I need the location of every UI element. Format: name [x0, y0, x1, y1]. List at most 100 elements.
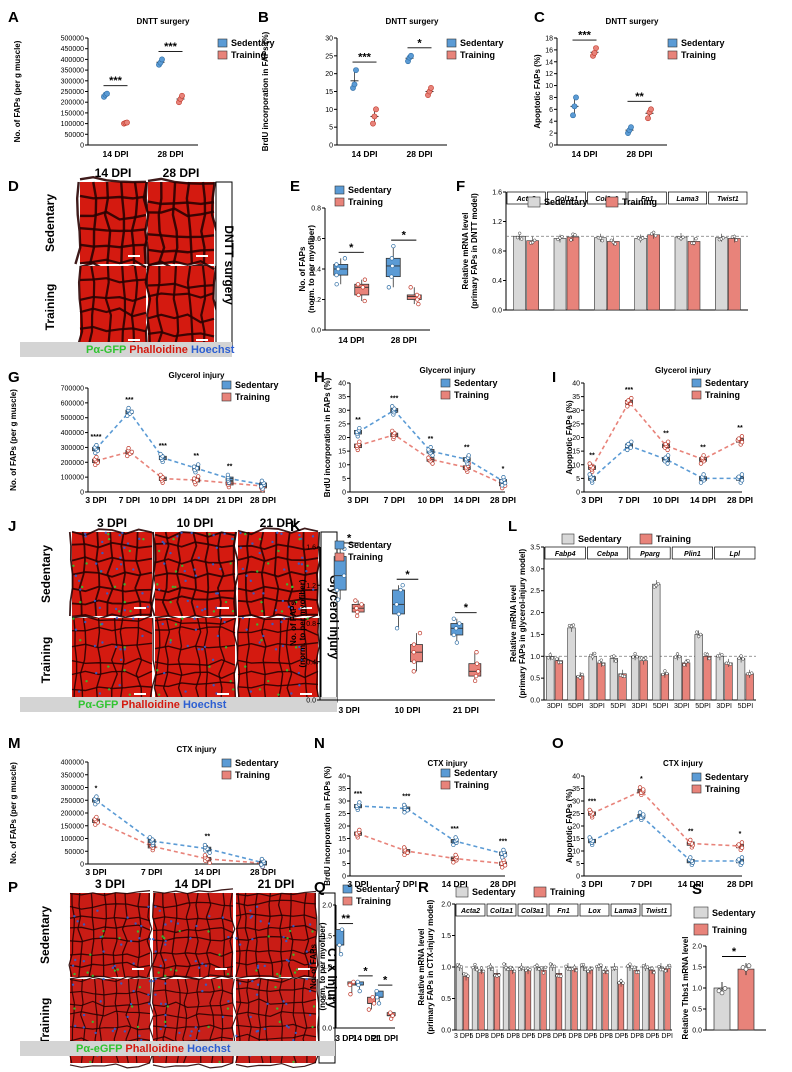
micro-tile-D — [74, 175, 151, 272]
R-point — [552, 964, 557, 968]
L-point — [555, 657, 559, 661]
H-ytick-label: 30 — [338, 408, 346, 415]
micro-tile-P-nucleus — [194, 1026, 197, 1029]
micro-tile-J-nucleus — [262, 592, 265, 595]
micro-tile-P-border — [152, 962, 234, 970]
O-ytick-label: 0 — [576, 874, 580, 881]
micro-tile-J-nucleus — [216, 634, 220, 638]
K-trn-box — [410, 644, 423, 663]
micro-tile-J-nucleus — [297, 671, 301, 675]
R-point — [464, 972, 468, 977]
xtick-H: 3 DPI — [347, 495, 368, 505]
panel-label-O: O — [552, 735, 564, 752]
ylabel-O: Apoptotic FAPs (%) — [565, 789, 574, 864]
stain-hoechst: Hoechst — [188, 344, 235, 356]
H-sig: * — [502, 466, 505, 473]
R-sed-bar — [611, 966, 618, 1031]
G-trn-point — [129, 449, 134, 455]
micro-tile-D-border — [171, 181, 179, 265]
micro-tile-D — [76, 258, 152, 356]
micro-tile-P-nucleus — [285, 939, 288, 943]
ylabel2-E: (norm. to per myofiber) — [307, 225, 316, 313]
micro-tile-P-border — [69, 975, 151, 981]
I-trn-point — [665, 447, 670, 453]
micro-tile-P-nucleus — [226, 972, 230, 976]
G-sig: ** — [193, 453, 199, 460]
micro-tile-J-border — [232, 531, 237, 617]
micro-tile-J-scale-bar — [134, 693, 146, 695]
panel-label-H: H — [314, 369, 325, 386]
R-day: 3 DPI — [578, 1033, 596, 1040]
micro-tile-P-nucleus — [189, 937, 192, 940]
R-point — [632, 965, 637, 969]
micro-tile-J-nucleus — [298, 684, 301, 687]
micro-tile-J-border — [95, 617, 102, 703]
K-ytick-label: 0.0 — [306, 698, 316, 705]
micro-tile-P-nucleus — [164, 974, 167, 978]
micro-tile-P-nucleus — [154, 993, 157, 996]
N-ytick-label: 30 — [338, 799, 346, 806]
I-trn-point — [698, 461, 704, 466]
N-ytick-label: 15 — [338, 836, 346, 843]
xtick-C: 14 DPI — [572, 149, 598, 159]
micro-tile-J-nucleus — [104, 531, 108, 534]
micro-tile-J-nucleus — [186, 644, 189, 648]
L-legend-trn: Training — [656, 534, 691, 544]
micro-tile-J-nucleus — [107, 665, 110, 668]
R-gene: Col3a1 — [521, 908, 544, 915]
micro-tile-J-nucleus — [215, 546, 219, 549]
G-sig: *** — [159, 443, 167, 450]
micro-tile-P-nucleus — [101, 935, 104, 938]
R-point — [665, 965, 670, 970]
micro-tile-P-nucleus — [82, 923, 86, 926]
R-sed-bar — [471, 966, 479, 1031]
micro-tile-J-border — [154, 558, 236, 565]
N-ytick-label: 5 — [342, 861, 346, 868]
micro-tile-J-nucleus — [208, 665, 211, 668]
G-trn-line — [95, 451, 264, 487]
micro-tile-J-nucleus — [123, 669, 126, 672]
micro-tile-J-nucleus — [138, 537, 141, 541]
O-sig: *** — [588, 799, 596, 806]
micro-tile-J-nucleus — [224, 646, 228, 649]
micro-tile-D-border — [74, 181, 82, 265]
L-point — [697, 634, 701, 639]
A-legend-sed: Sedentary — [231, 38, 275, 48]
B-legend-trn: Training — [460, 50, 495, 60]
micro-tile-P-border — [152, 974, 234, 981]
micro-tile-J-nucleus — [128, 693, 131, 696]
micro-tile-J-nucleus — [184, 579, 187, 583]
L-point — [548, 653, 552, 657]
stain-phalloidine: Phalloidine — [122, 1043, 184, 1055]
micro-tile-P-nucleus — [111, 966, 115, 969]
L-point — [661, 672, 665, 677]
micro-tile-J — [149, 531, 240, 621]
R-day: 5 DPI — [531, 1033, 549, 1040]
L-point — [665, 671, 669, 676]
micro-tile-P-border — [243, 892, 250, 978]
micro-tile-J-border — [154, 671, 236, 679]
R-day: 3 DPI — [547, 1033, 565, 1040]
L-point — [591, 655, 595, 659]
micro-tile-J-nucleus — [98, 606, 102, 610]
micro-tile-J-nucleus — [161, 540, 164, 544]
micro-tile-J-nucleus — [123, 600, 126, 604]
H-ytick-label: 5 — [342, 476, 346, 483]
F-point — [721, 236, 725, 240]
O-sed-point — [587, 835, 592, 840]
L-point — [593, 651, 597, 656]
ylabel-H: BrdU incorporation in FAPs (%) — [323, 377, 332, 497]
panel-label-M: M — [8, 735, 21, 752]
H-ytick-label: 25 — [338, 421, 346, 428]
R-trn-bar — [524, 969, 532, 1031]
micro-tile-J-nucleus — [197, 648, 201, 651]
micro-tile-J-nucleus — [119, 648, 122, 651]
micro-tile-J-border — [154, 644, 236, 651]
micro-tile-P-nucleus — [162, 936, 166, 940]
micro-tile-D-border — [87, 265, 96, 349]
micro-tile-J-nucleus — [107, 688, 111, 691]
R-point — [541, 971, 546, 975]
O-legend-sed: Sedentary — [705, 772, 749, 782]
micro-tile-P-nucleus — [278, 1020, 281, 1024]
micro-tile-D-border — [79, 194, 147, 200]
